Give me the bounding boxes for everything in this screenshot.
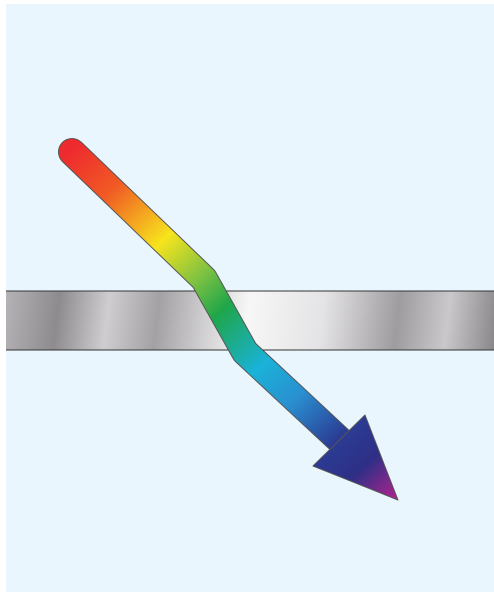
light-ray — [59, 139, 359, 459]
arrow-head — [312, 414, 399, 501]
